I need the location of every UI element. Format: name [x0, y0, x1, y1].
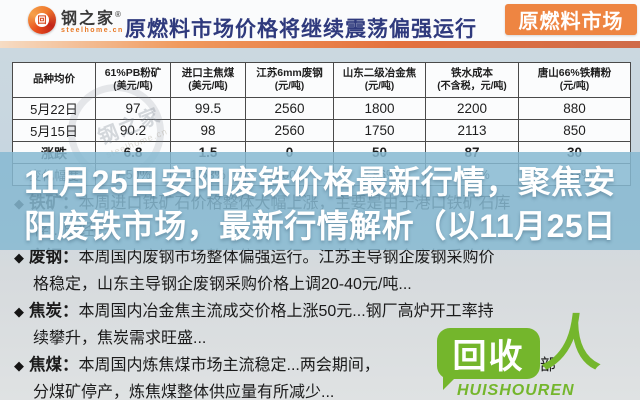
- cell-value: 2113: [425, 119, 519, 142]
- logo-name: 钢之家®: [61, 6, 124, 27]
- logo-domain: steelhome.cn: [61, 27, 124, 35]
- logo-inner-mark: 回: [35, 13, 49, 27]
- cell-value: 99.5: [170, 97, 246, 120]
- cell-value: 2560: [245, 97, 334, 120]
- bullet-label: 废钢：: [29, 248, 79, 266]
- cell-value: 2200: [425, 97, 519, 120]
- col-unit: (不含税，元/吨): [437, 81, 507, 93]
- bullet-coking-coal-line2: 分煤矿停产，炼焦煤整体供应量有所减少...: [33, 384, 335, 400]
- col-unit: (元/吨): [364, 81, 395, 93]
- headline-line1: 11月25日安阳废铁价格最新行情，聚焦安: [24, 164, 616, 200]
- col-name: 唐山66%铁精粉: [537, 66, 612, 79]
- column-header: 唐山66%铁精粉 (元/吨): [518, 62, 631, 98]
- col-unit: (元/吨): [559, 81, 590, 93]
- bullet-label: 焦煤：: [29, 356, 79, 374]
- col-name: 江苏6mm废钢: [256, 66, 323, 79]
- col-unit: (美元/吨): [188, 81, 228, 93]
- cell-value: 98: [170, 119, 246, 142]
- cell-value: 2560: [245, 119, 334, 142]
- bullet-text: 本周国内废钢市场整体偏强运行。江苏主导钢企废钢采购价: [78, 249, 495, 266]
- column-header: 江苏6mm废钢 (元/吨): [245, 62, 334, 98]
- logo-text-block: 钢之家® steelhome.cn: [61, 6, 124, 35]
- logo-name-text: 钢之家: [61, 10, 116, 28]
- bullet-text: 本周国内炼焦煤市场主流稳定...两会期间，: [78, 357, 380, 374]
- bullet-scrap-line1: ◆ 废钢：本周国内废钢市场整体偏强运行。江苏主导钢企废钢采购价: [14, 244, 630, 271]
- col-name: 61%PB粉矿: [104, 66, 162, 79]
- registered-mark: ®: [115, 10, 123, 19]
- col-name: 铁水成本: [451, 66, 493, 79]
- huishouren-caption: HUISHOUREN: [457, 382, 575, 399]
- column-header: 山东二级冶金焦 (元/吨): [333, 62, 426, 98]
- diamond-bullet-icon: ◆: [14, 358, 24, 373]
- cell-value: 1750: [333, 119, 426, 142]
- header-divider-strip: [0, 41, 640, 48]
- corner-header: 品种均价: [12, 62, 96, 98]
- diamond-bullet-icon: ◆: [14, 250, 24, 265]
- bullet-scrap-line2: 格稳定，山东主导钢企废钢采购价格上调20-40元/吨...: [33, 276, 412, 293]
- cell-value: 850: [518, 119, 631, 142]
- bullet-label: 焦炭：: [29, 302, 79, 320]
- bullet-coke-line1: ◆ 焦炭：本周国内冶金焦主流成交价格上涨50元...钢厂高炉开工率持: [14, 298, 630, 325]
- huishouren-person-icon: 人: [539, 310, 607, 377]
- steelhome-logo-icon: 回: [28, 6, 56, 34]
- col-unit: (元/吨): [274, 81, 305, 93]
- bullet-text: 本周国内冶金焦主流成交价格上涨50元...钢厂高炉开工率持: [78, 303, 494, 320]
- page-title: 原燃料市场价格将继续震荡偏强运行: [125, 18, 477, 41]
- table-row: 5月22日 97 99.5 2560 1800 2200 880: [12, 97, 631, 120]
- headline-line2: 阳废铁市场，最新行情解析（以11月25日: [24, 208, 616, 244]
- col-name: 山东二级冶金焦: [342, 66, 417, 79]
- cell-value: 880: [518, 97, 631, 120]
- col-name: 进口主焦煤: [181, 66, 235, 79]
- bullet-coke-line2: 续攀升，焦炭需求旺盛...: [33, 330, 207, 347]
- diamond-bullet-icon: ◆: [14, 304, 24, 319]
- cell-value: 1800: [333, 97, 426, 120]
- column-header: 进口主焦煤 (美元/吨): [170, 62, 246, 98]
- column-header: 铁水成本 (不含税，元/吨): [425, 62, 519, 98]
- headline-overlay: 11月25日安阳废铁价格最新行情，聚焦安 阳废铁市场，最新行情解析（以11月25…: [0, 152, 640, 250]
- huishouren-logo-bubble: 回收: [437, 328, 540, 390]
- steelhome-logo: 回 钢之家® steelhome.cn: [28, 6, 124, 35]
- category-badge: 原燃料市场: [505, 4, 637, 35]
